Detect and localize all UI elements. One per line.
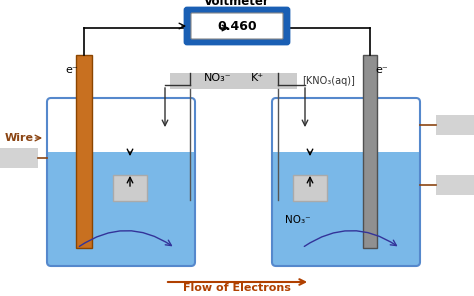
Text: [KNO₃(aq)]: [KNO₃(aq)] — [302, 76, 355, 86]
Bar — [47, 98, 195, 266]
Bar — [293, 175, 327, 201]
FancyBboxPatch shape — [185, 8, 289, 44]
Text: NO₃⁻: NO₃⁻ — [285, 215, 311, 225]
Text: Voltmeter: Voltmeter — [204, 0, 270, 8]
Bar — [0, 148, 38, 168]
Bar — [113, 175, 147, 201]
Bar — [170, 73, 297, 89]
Bar — [272, 98, 420, 266]
Bar — [48, 152, 194, 266]
Bar — [273, 152, 419, 266]
Text: e⁻: e⁻ — [65, 65, 78, 75]
Text: K⁺: K⁺ — [250, 73, 264, 83]
Text: e⁻: e⁻ — [375, 65, 388, 75]
Bar — [436, 115, 474, 135]
Bar — [436, 175, 474, 195]
Text: 0.460: 0.460 — [217, 20, 257, 33]
Bar — [363, 55, 377, 248]
Text: Flow of Electrons: Flow of Electrons — [183, 283, 291, 293]
FancyBboxPatch shape — [191, 13, 283, 39]
Text: Wire: Wire — [5, 133, 34, 143]
Text: NO₃⁻: NO₃⁻ — [204, 73, 232, 83]
Bar — [76, 55, 92, 248]
